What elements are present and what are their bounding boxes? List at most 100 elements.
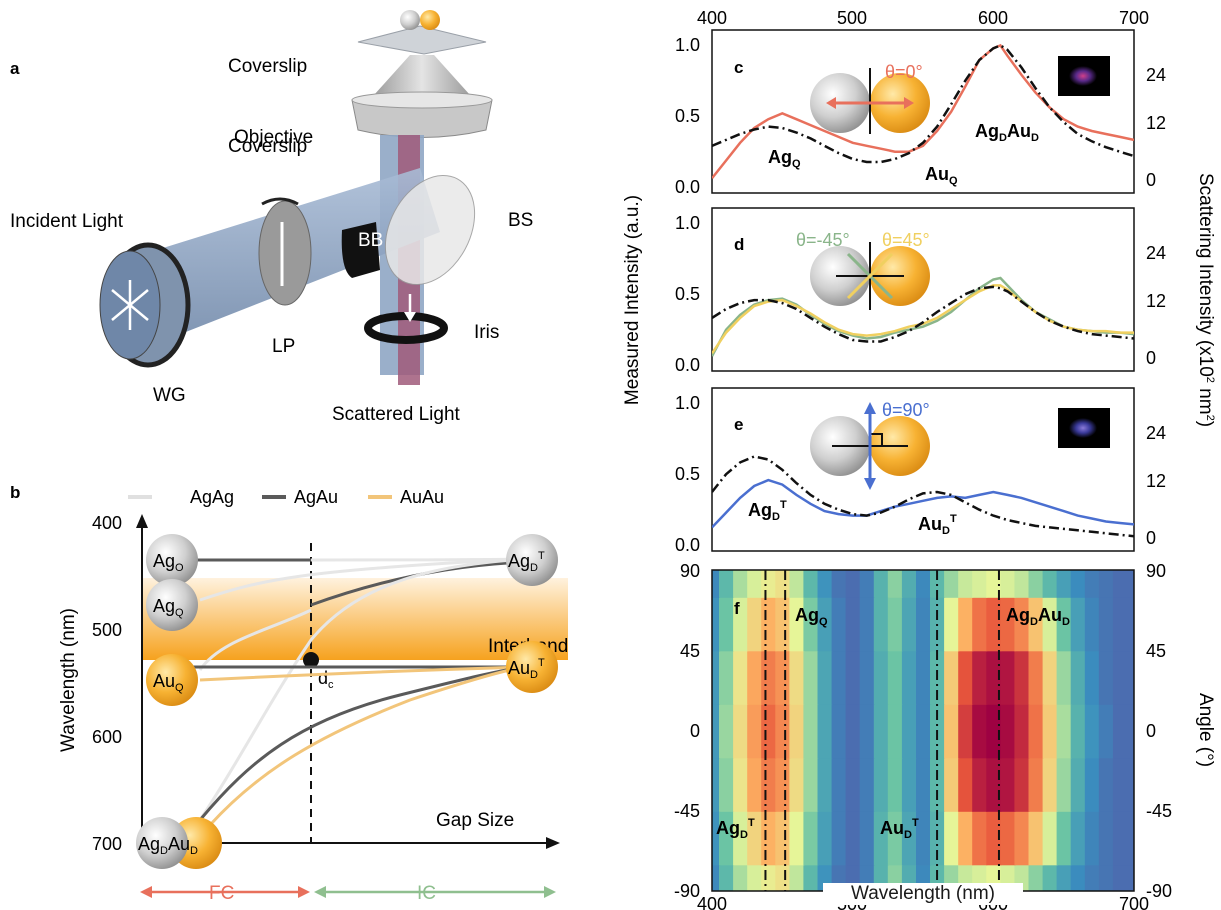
coverslip-shape [357, 25, 487, 55]
heatmap-cell [803, 596, 819, 652]
heatmap-cell [719, 757, 735, 812]
heatmap-cell [733, 864, 749, 891]
b-ytick-600: 600 [92, 727, 122, 747]
heatmap-cell [775, 650, 791, 705]
heatmap-cell [712, 810, 721, 866]
panel-d-letter: d [734, 235, 744, 254]
heatmap-cell [733, 570, 749, 598]
heatmap-cell [789, 864, 805, 891]
objective-rim-shape [351, 91, 493, 109]
heatmap-cell [1000, 570, 1016, 598]
svg-text:24: 24 [1146, 423, 1166, 443]
heatmap-cell [1014, 650, 1030, 705]
heatmap-cell [845, 810, 861, 866]
heatmap-cell [1042, 757, 1058, 812]
heatmap-cell [747, 703, 763, 759]
svg-text:12: 12 [1146, 291, 1166, 311]
heatmap-cell [1042, 650, 1058, 705]
heatmap-cell [733, 596, 749, 652]
angle-axis-title: Angle (°) [1195, 693, 1216, 767]
panel-b: b AgAg AgAu AuAu Interband 400 500 600 7… [10, 483, 568, 904]
svg-text:-45: -45 [674, 801, 700, 821]
heatmap-cell [1000, 703, 1016, 759]
heatmap-cell [958, 570, 974, 598]
panel-c-letter: c [734, 58, 743, 77]
heatmap-cell [873, 650, 889, 705]
heatmap-cell [803, 864, 819, 891]
heatmap-cell [845, 650, 861, 705]
heatmap-cell [1000, 810, 1016, 866]
heatmap-cell [733, 703, 749, 759]
heatmap-cell [1084, 570, 1100, 598]
svg-text:IC: IC [417, 883, 436, 904]
b-y-axis-arrow-icon [136, 514, 148, 528]
heatmap-cell [1127, 864, 1134, 891]
top-tick-500: 500 [837, 8, 867, 28]
heatmap-cell [901, 650, 917, 705]
svg-text:-90: -90 [674, 881, 700, 901]
heatmap-cell [859, 596, 875, 652]
panel-b-letter: b [10, 483, 20, 502]
heatmap-cell [944, 703, 960, 759]
heatmap-cell [761, 757, 777, 812]
label-coverslip: Coverslip [228, 136, 307, 157]
label-bs: BS [508, 210, 533, 231]
heatmap-cell [873, 810, 889, 866]
heatmap-cell [845, 596, 861, 652]
heatmap-cell [1112, 650, 1128, 705]
curves-e [712, 455, 1134, 538]
heatmap-cell [1056, 650, 1072, 705]
svg-text:0: 0 [1146, 170, 1156, 190]
heatmap-cell [789, 650, 805, 705]
svg-text:12: 12 [1146, 471, 1166, 491]
svg-text:-90: -90 [1146, 881, 1172, 901]
heatmap-cell [1070, 757, 1086, 812]
panel-a: a Coverslip [10, 10, 533, 425]
heatmap-cell [817, 596, 833, 652]
label-coverslip-top: Coverslip [228, 56, 307, 77]
heatmap-cell [831, 570, 847, 598]
left-ticks: 0.0 0.5 1.0 0.0 0.5 1.0 0.0 0.5 1.0 [675, 35, 700, 555]
heatmap-cell [1098, 650, 1114, 705]
legend-b: AgAg AgAu AuAu [128, 487, 444, 507]
heatmap-cell [1112, 596, 1128, 652]
inset-d: θ=-45° θ=45° [796, 230, 930, 310]
heatmap-cell [712, 703, 721, 759]
heatmap-cell [1042, 864, 1058, 891]
heatmap-cell [859, 570, 875, 598]
scatter-image-c [1069, 66, 1097, 86]
heatmap-cell [761, 596, 777, 652]
series-line-e-0 [712, 478, 1134, 529]
heatmap-cell [803, 810, 819, 866]
heatmap-cell [986, 703, 1002, 759]
heatmap-cell [1056, 703, 1072, 759]
heatmap-cell [733, 810, 749, 866]
heatmap-cell [803, 650, 819, 705]
heatmap-cell [887, 757, 903, 812]
heatmap-cell [1084, 864, 1100, 891]
heatmap-cell [958, 596, 974, 652]
frame-c [711, 29, 1135, 194]
heatmap-cell [873, 570, 889, 598]
ag-particle-icon [400, 10, 420, 30]
heatmap-cell [1084, 757, 1100, 812]
svg-text:24: 24 [1146, 243, 1166, 263]
label-scattered-light: Scattered Light [332, 404, 461, 425]
heatmap-cell [1014, 570, 1030, 598]
heatmap-cell [719, 703, 735, 759]
heatmap-cell [831, 596, 847, 652]
tag-f-agdt: AgDT [716, 817, 755, 841]
panel-e-letter: e [734, 415, 743, 434]
series-line-d-2 [712, 285, 1134, 343]
heatmap-cell [1070, 864, 1086, 891]
heatmap-cell [1098, 703, 1114, 759]
heatmap-cell [972, 596, 988, 652]
label-wg: WG [153, 385, 186, 406]
series-line-e-1 [712, 455, 1134, 538]
b-ytick-500: 500 [92, 620, 122, 640]
legend-auau: AuAu [400, 487, 444, 507]
heatmap-cell [761, 650, 777, 705]
curves-d [712, 276, 1134, 357]
svg-text:90: 90 [680, 561, 700, 581]
sphere-agq: AgQ [146, 579, 198, 631]
